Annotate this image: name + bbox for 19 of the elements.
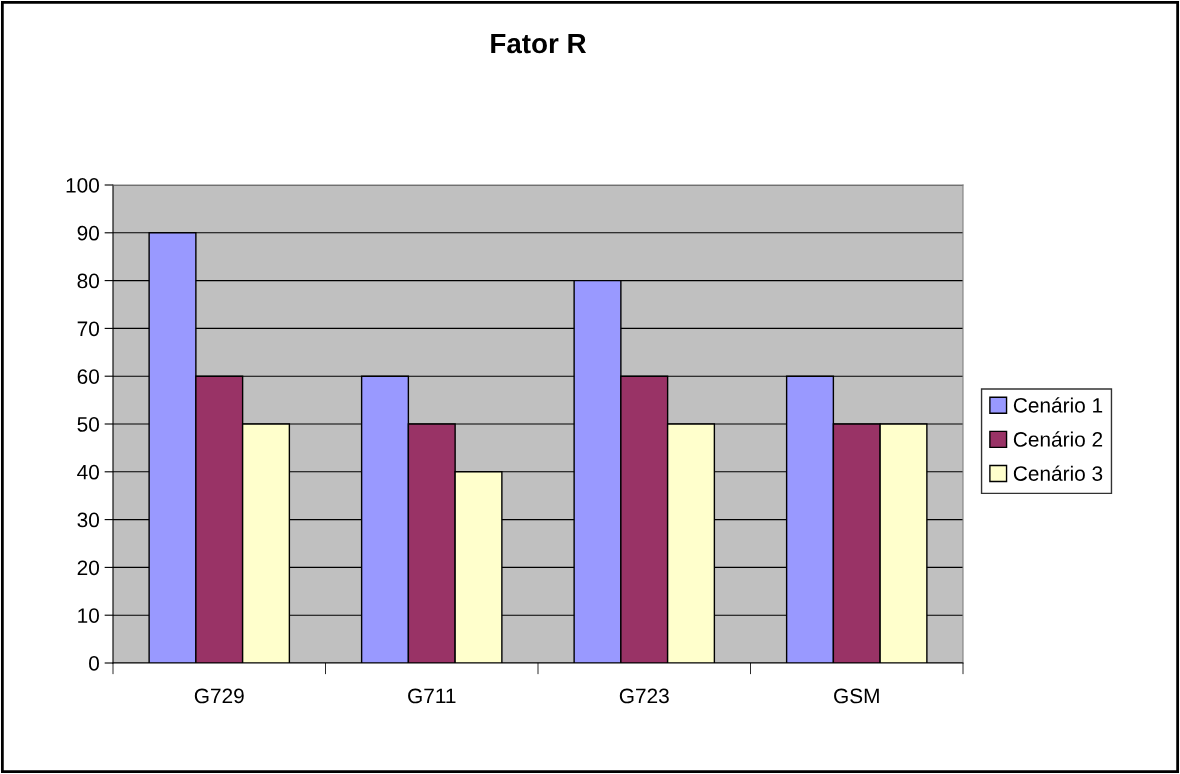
y-tick-label: 60 xyxy=(77,369,99,384)
chart-title: Fator R xyxy=(491,33,587,54)
legend-label: Cenário 1 xyxy=(1013,397,1103,413)
y-tick-label: 100 xyxy=(66,178,99,193)
y-tick-label: 90 xyxy=(77,225,99,241)
y-tick-label: 50 xyxy=(77,417,99,432)
y-tick-label: 30 xyxy=(77,512,99,528)
y-tick-label: 0 xyxy=(89,656,99,671)
x-tick-label: G729 xyxy=(194,688,244,704)
x-tick-label: G723 xyxy=(619,688,669,704)
legend-label: Cenário 2 xyxy=(1013,431,1103,447)
x-tick-label: G711 xyxy=(408,688,456,704)
x-tick-label: GSM xyxy=(834,688,879,704)
y-tick-label: 40 xyxy=(77,464,99,480)
y-tick-label: 70 xyxy=(77,321,99,337)
y-tick-label: 10 xyxy=(78,608,99,623)
legend-label: Cenário 3 xyxy=(1013,465,1103,481)
y-tick-label: 20 xyxy=(77,560,99,576)
y-tick-label: 80 xyxy=(77,273,99,289)
